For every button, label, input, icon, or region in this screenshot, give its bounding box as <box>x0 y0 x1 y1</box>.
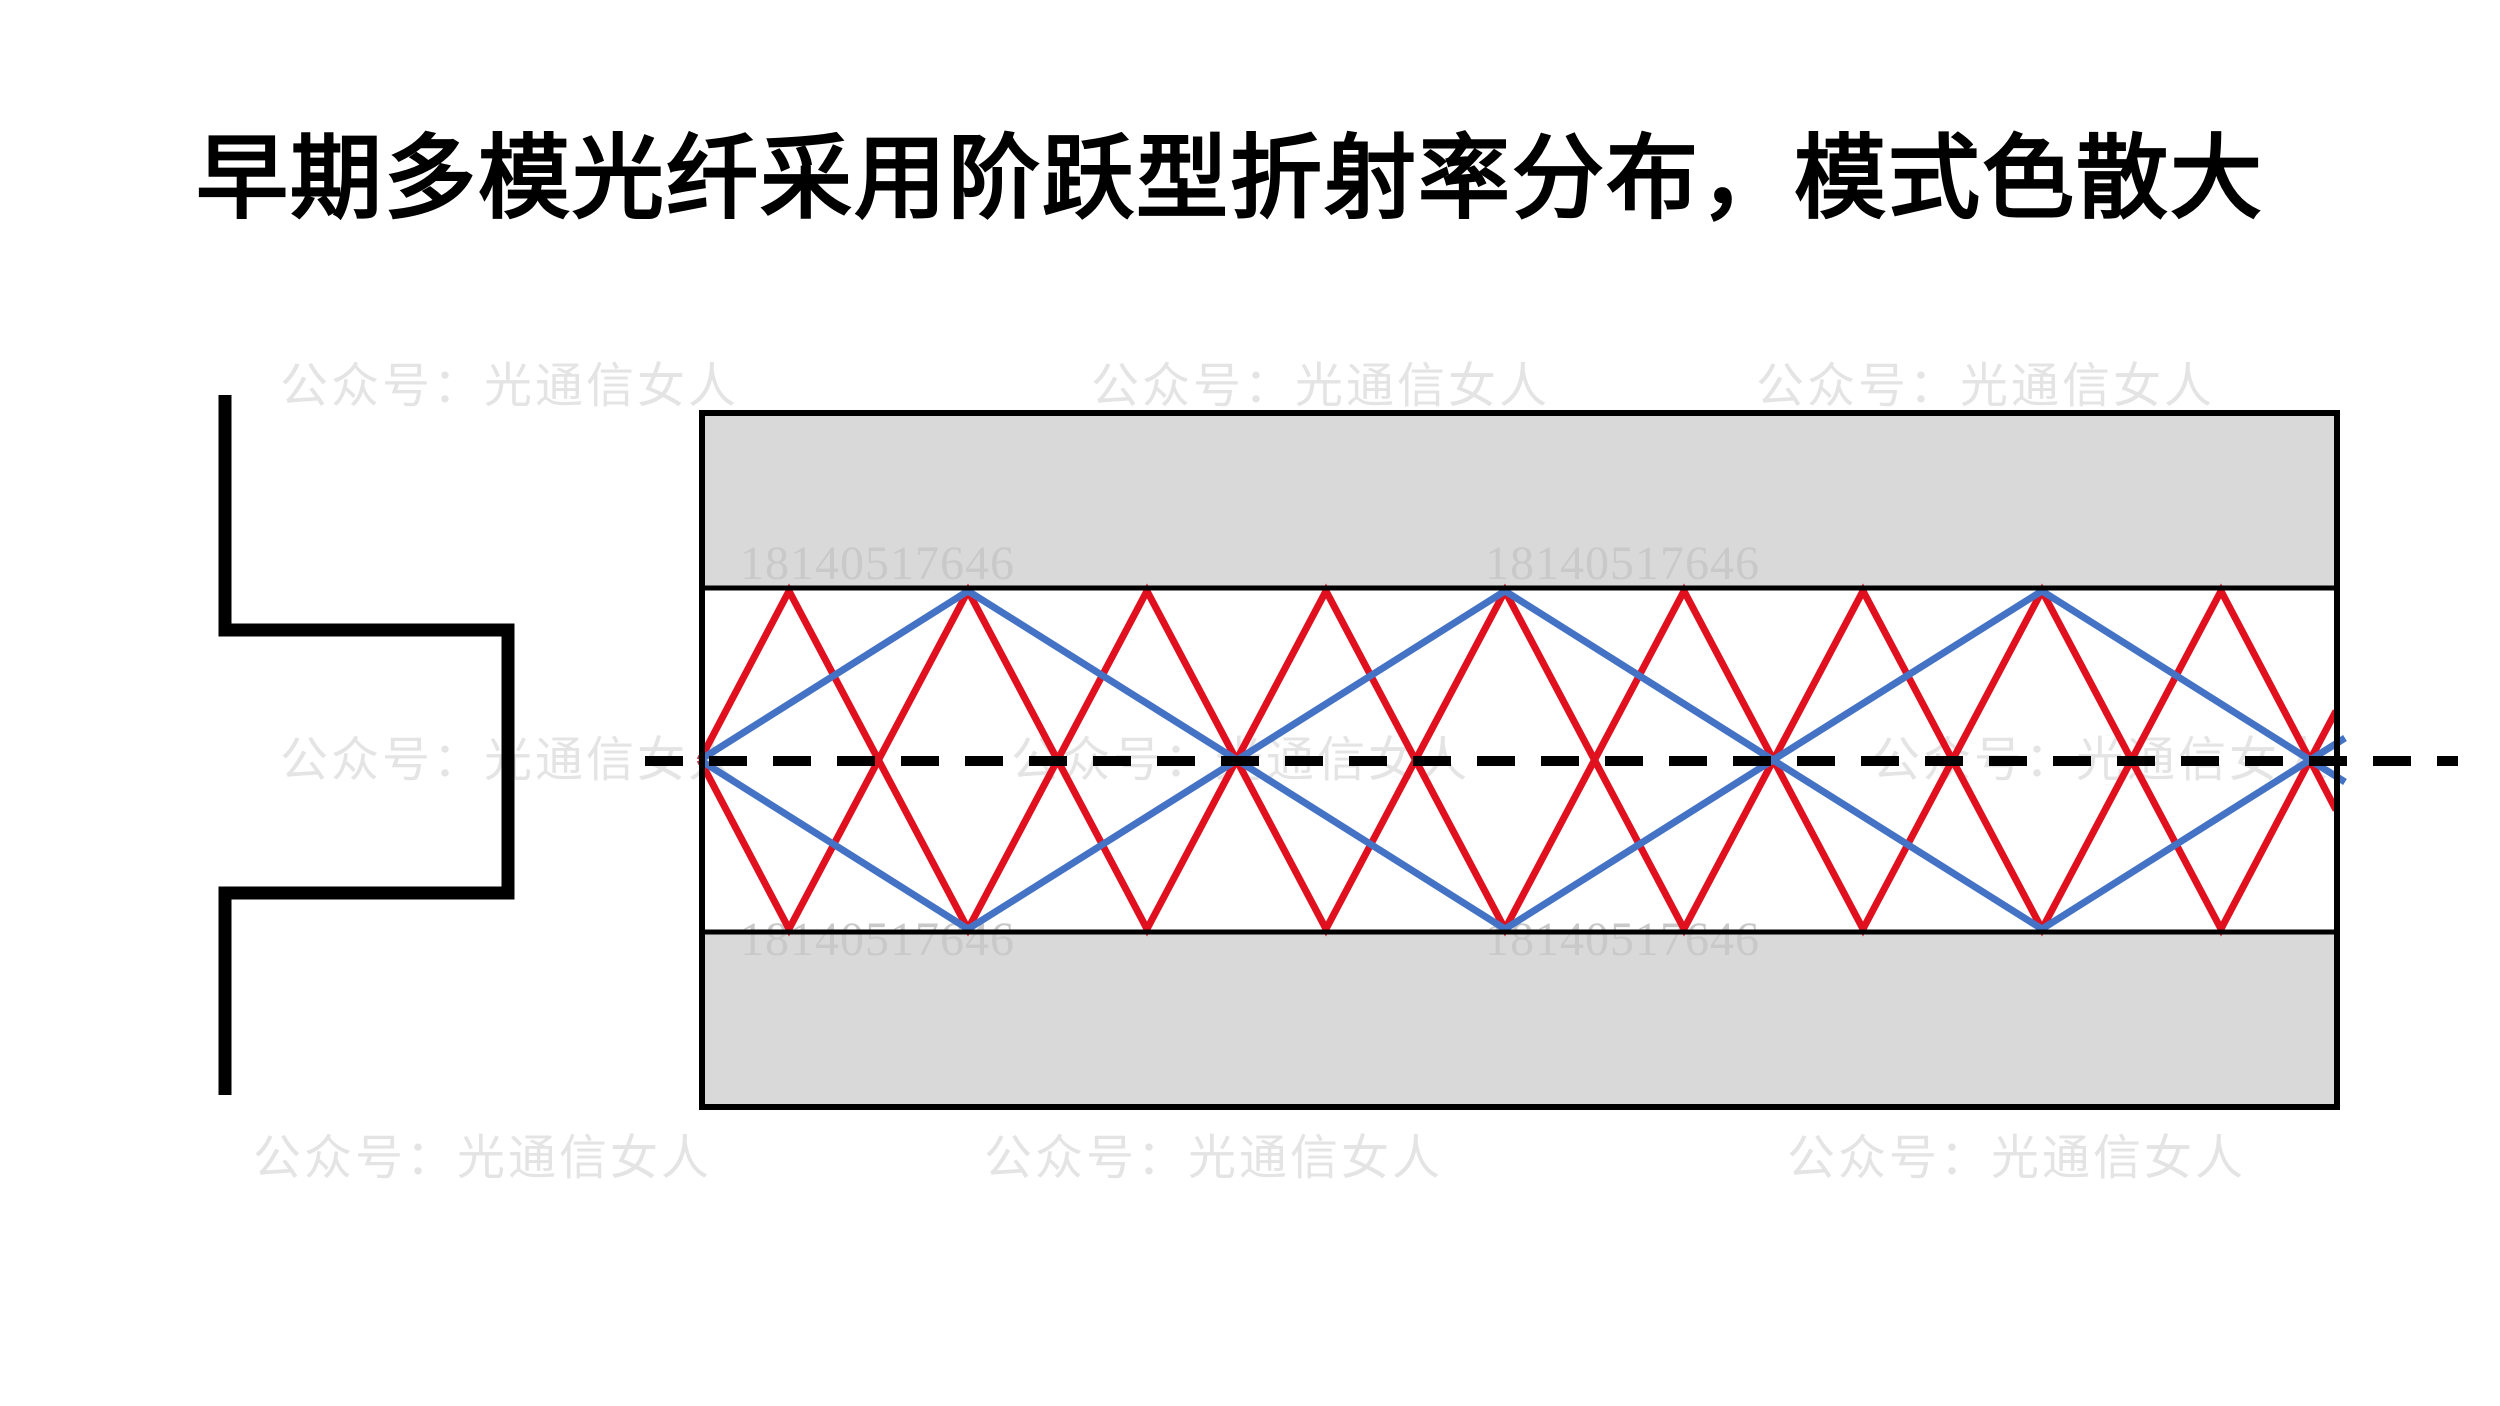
watermark-account: 公众号：光通信女人 <box>280 360 740 413</box>
watermark-phone: 18140517646 <box>1485 537 1760 590</box>
watermark-account: 公众号：光通信女人 <box>280 734 740 787</box>
watermark-account: 公众号：光通信女人 <box>1872 734 2332 787</box>
watermark-account: 公众号：光通信女人 <box>1091 360 1551 413</box>
watermark-account: 公众号：光通信女人 <box>1787 1132 2247 1185</box>
watermark-phone: 18140517646 <box>740 537 1015 590</box>
watermark-account: 公众号：光通信女人 <box>253 1132 713 1185</box>
watermark-phone: 18140517646 <box>740 913 1015 966</box>
watermark-account: 公众号：光通信女人 <box>984 1132 1444 1185</box>
watermark-account: 公众号：光通信女人 <box>1756 360 2216 413</box>
watermark-account: 公众号：光通信女人 <box>1011 734 1471 787</box>
watermark-phone: 18140517646 <box>1485 913 1760 966</box>
page-title: 早期多模光纤采用阶跃型折射率分布，模式色散大 <box>196 128 2265 230</box>
